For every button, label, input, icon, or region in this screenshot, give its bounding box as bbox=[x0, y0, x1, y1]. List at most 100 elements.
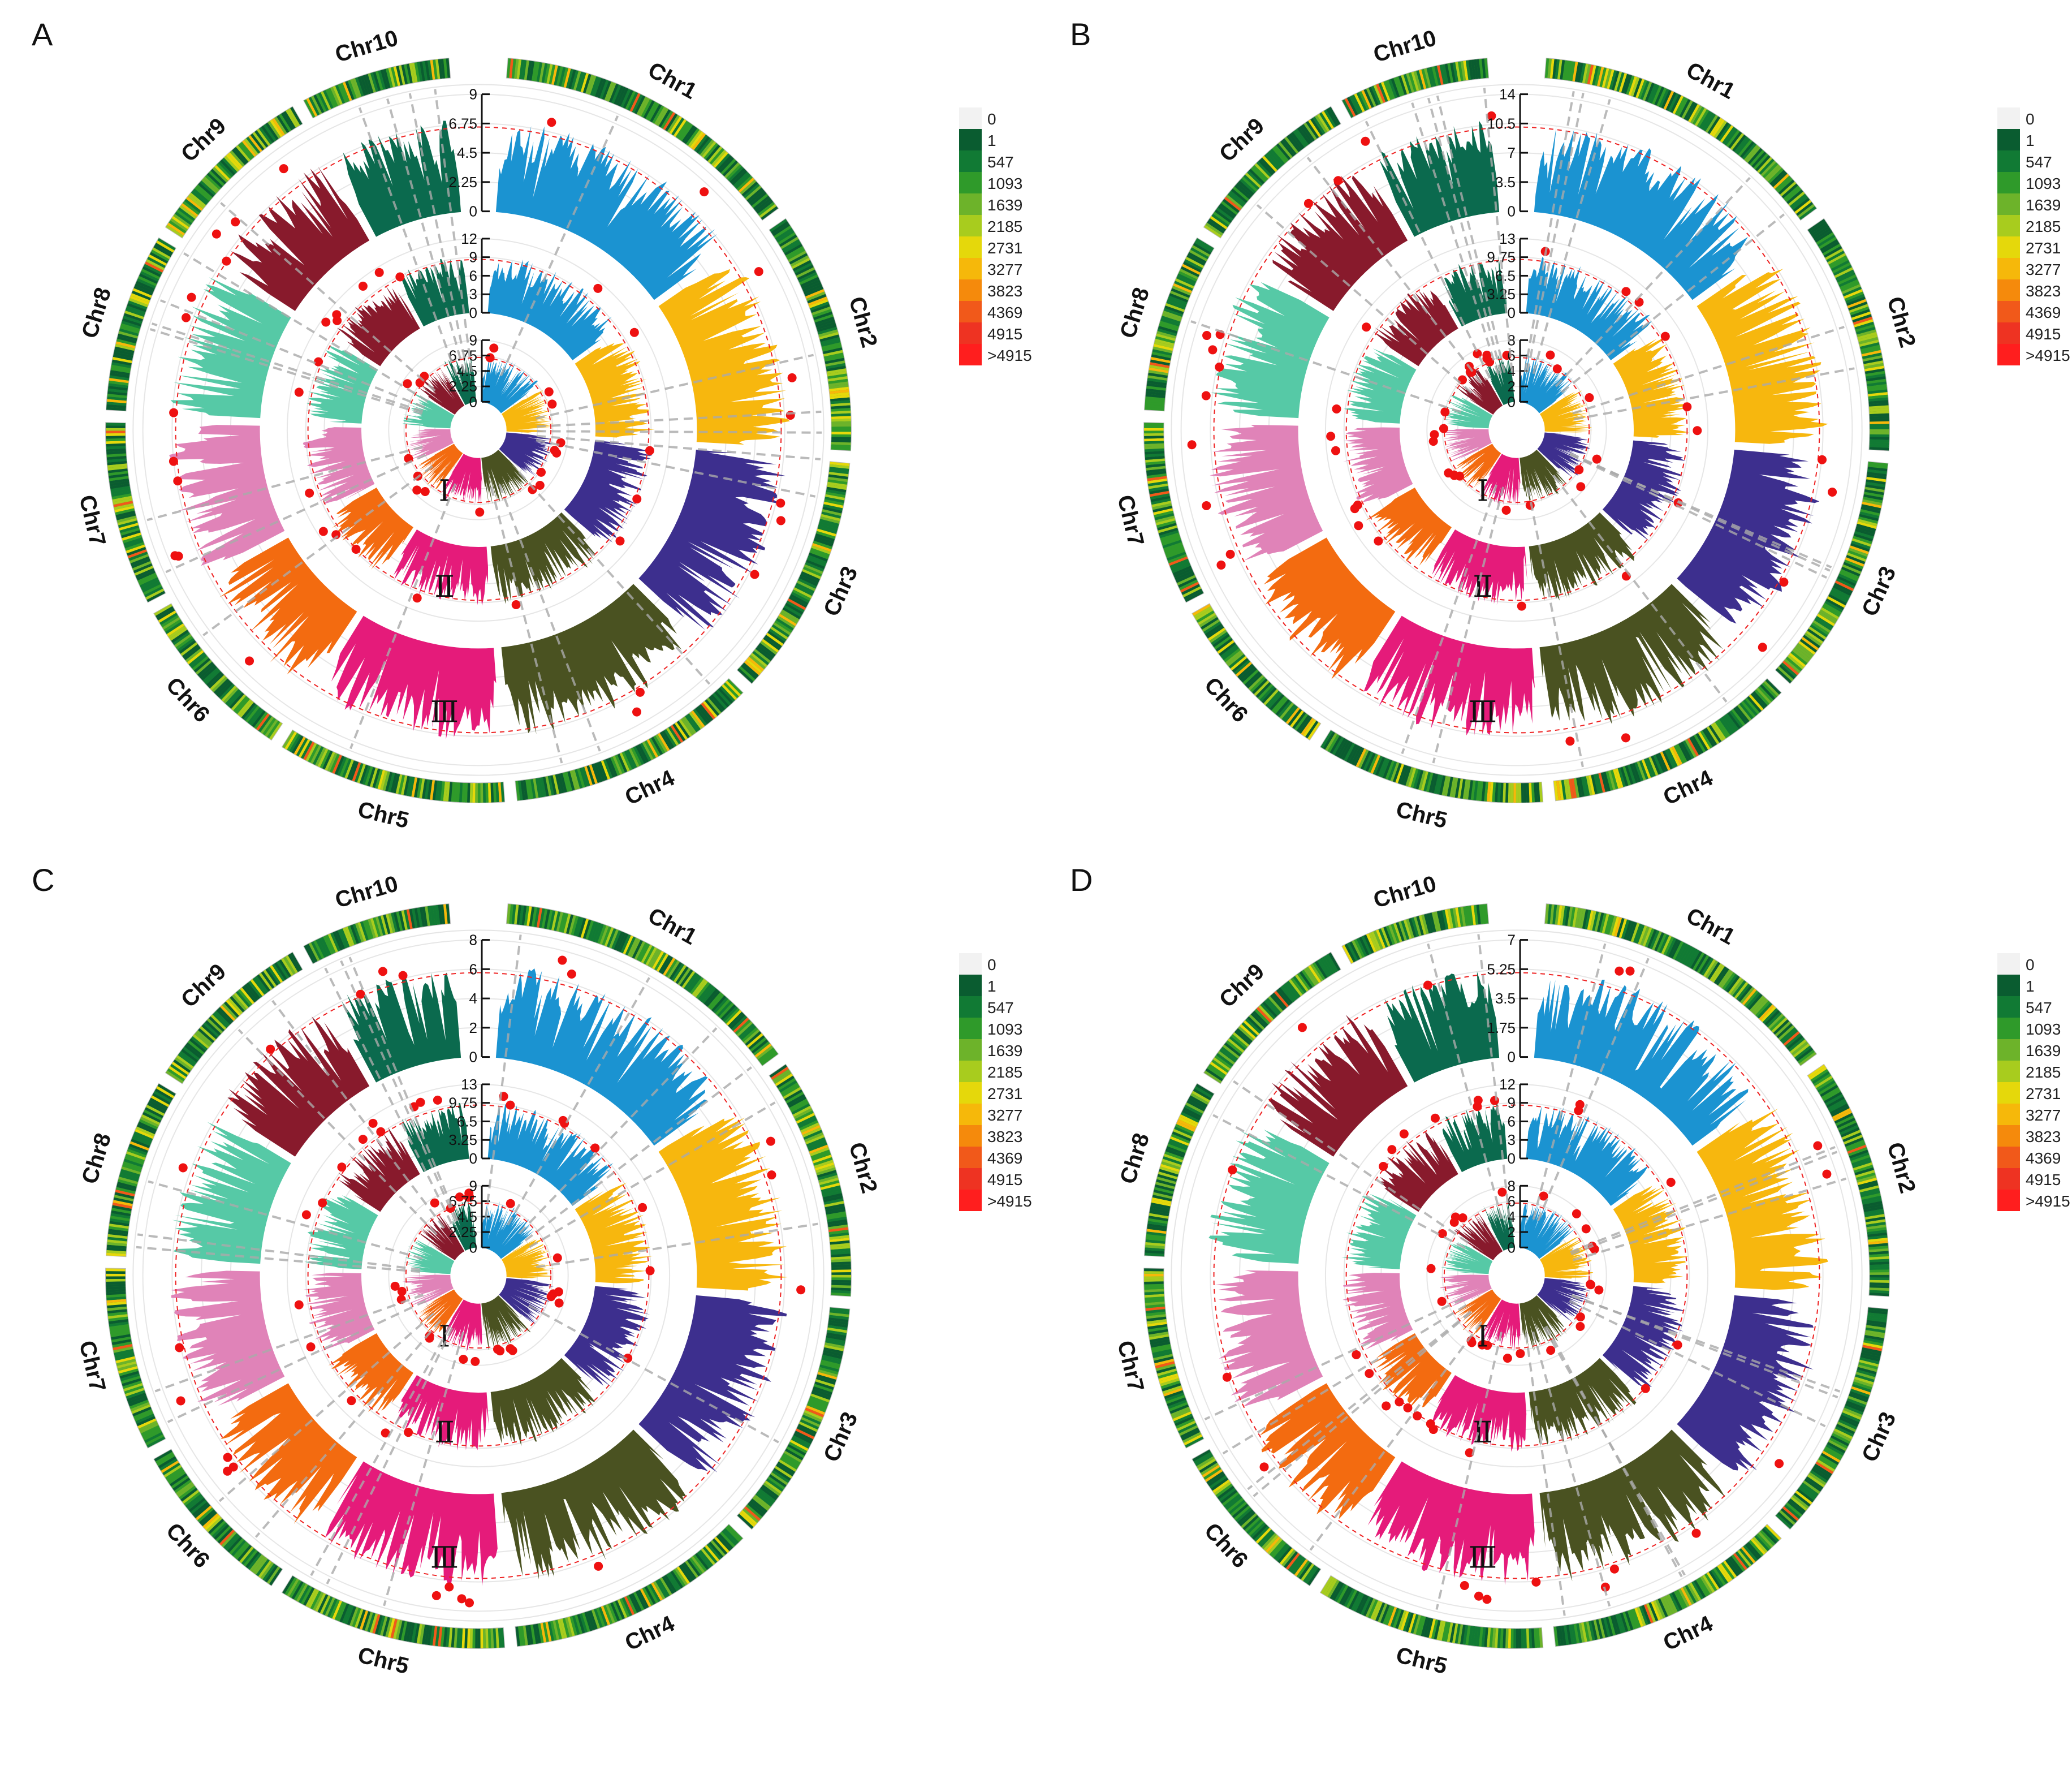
density-bin bbox=[231, 994, 247, 1011]
density-bin bbox=[824, 1200, 844, 1208]
density-bin bbox=[809, 550, 829, 559]
legend-label: 0 bbox=[987, 956, 996, 973]
density-bin bbox=[1373, 84, 1384, 104]
density-bin bbox=[1816, 232, 1834, 245]
density-bin bbox=[1869, 1259, 1889, 1263]
density-bin bbox=[1231, 1034, 1248, 1049]
density-bin bbox=[1673, 745, 1685, 764]
density-bin bbox=[1158, 527, 1179, 536]
density-bin bbox=[1369, 932, 1379, 951]
density-bin bbox=[1380, 927, 1391, 947]
density-bin bbox=[1223, 1493, 1241, 1508]
density-bin bbox=[664, 1574, 677, 1593]
density-bin bbox=[1150, 362, 1169, 368]
density-bin bbox=[1148, 370, 1168, 376]
density-bin bbox=[1151, 1200, 1171, 1207]
density-bin bbox=[817, 324, 837, 333]
density-bin bbox=[188, 652, 206, 667]
ring-label: Ⅲ bbox=[1469, 695, 1497, 729]
density-bin bbox=[1402, 1612, 1411, 1631]
density-bin bbox=[1867, 1232, 1888, 1238]
density-bin bbox=[1293, 130, 1307, 148]
density-bin bbox=[1678, 743, 1690, 761]
density-bin bbox=[1592, 66, 1599, 85]
density-bin bbox=[1812, 1466, 1831, 1479]
density-bin bbox=[676, 721, 690, 739]
manhattan-chr8 bbox=[172, 1122, 291, 1264]
density-bin bbox=[269, 722, 283, 740]
density-bin bbox=[1213, 212, 1231, 225]
legend-label: 1 bbox=[2026, 977, 2035, 995]
legend-swatch bbox=[1997, 279, 2020, 301]
density-bin bbox=[118, 1365, 138, 1374]
density-bin bbox=[157, 1454, 175, 1466]
density-bin bbox=[1162, 537, 1181, 546]
density-bin bbox=[123, 1158, 143, 1168]
density-bin bbox=[1159, 323, 1179, 331]
density-bin bbox=[215, 680, 231, 696]
density-bin bbox=[1292, 712, 1306, 729]
density-bin bbox=[238, 989, 253, 1006]
significant-snp bbox=[374, 268, 384, 277]
density-bin bbox=[1181, 264, 1201, 275]
density-bin bbox=[1603, 772, 1611, 791]
density-bin bbox=[824, 355, 844, 362]
density-bin bbox=[1864, 365, 1884, 372]
density-bin bbox=[1790, 651, 1808, 665]
density-bin bbox=[1473, 904, 1479, 925]
density-bin bbox=[332, 1600, 342, 1619]
legend-swatch bbox=[1997, 301, 2020, 322]
significant-snp bbox=[1259, 1462, 1269, 1472]
manhattan-chr8 bbox=[304, 1195, 378, 1269]
density-bin bbox=[131, 558, 151, 568]
density-bin bbox=[1468, 906, 1474, 925]
density-bin bbox=[773, 622, 791, 635]
significant-snp bbox=[395, 272, 405, 282]
density-bin bbox=[1626, 75, 1635, 95]
association-line bbox=[536, 434, 821, 460]
density-bin bbox=[806, 557, 826, 567]
significant-snp bbox=[1609, 1564, 1619, 1574]
density-bin bbox=[1148, 483, 1168, 489]
density-bin bbox=[1344, 743, 1356, 761]
density-bin bbox=[130, 1399, 149, 1409]
density-bin bbox=[826, 1334, 846, 1341]
density-bin bbox=[1549, 58, 1555, 79]
density-bin bbox=[1865, 1330, 1885, 1336]
density-bin bbox=[1860, 509, 1880, 516]
density-bin bbox=[1297, 127, 1311, 145]
significant-snp bbox=[547, 399, 557, 409]
density-bin bbox=[1694, 107, 1707, 126]
density-bin bbox=[1841, 1130, 1861, 1140]
manhattan-chr2 bbox=[1539, 390, 1594, 433]
density-bin bbox=[1726, 975, 1740, 993]
density-bin bbox=[564, 772, 572, 791]
density-bin bbox=[577, 1614, 585, 1634]
density-bin bbox=[1523, 783, 1527, 803]
density-bin bbox=[114, 503, 134, 510]
density-bin bbox=[1188, 1097, 1207, 1109]
density-bin bbox=[1822, 1089, 1841, 1101]
density-bin bbox=[1785, 657, 1803, 671]
density-bin bbox=[1730, 979, 1745, 996]
density-bin bbox=[770, 626, 788, 640]
density-bin bbox=[110, 367, 131, 373]
density-bin bbox=[789, 1099, 808, 1110]
y-tick-label: 2.25 bbox=[448, 378, 477, 395]
density-bin bbox=[1861, 350, 1881, 357]
manhattan-chr2 bbox=[1613, 337, 1690, 438]
density-bin bbox=[772, 1069, 791, 1082]
density-bin bbox=[1145, 404, 1165, 408]
density-bin bbox=[132, 1406, 152, 1416]
density-bin bbox=[1680, 1587, 1692, 1606]
density-bin bbox=[1750, 995, 1765, 1012]
density-bin bbox=[267, 120, 281, 139]
density-bin bbox=[1646, 757, 1656, 777]
density-bin bbox=[254, 712, 268, 729]
significant-snp bbox=[1352, 1350, 1361, 1359]
density-bin bbox=[1746, 992, 1761, 1009]
density-bin bbox=[152, 247, 171, 260]
association-line bbox=[148, 1180, 423, 1260]
density-bin bbox=[831, 1272, 851, 1275]
density-bin bbox=[1452, 62, 1458, 82]
